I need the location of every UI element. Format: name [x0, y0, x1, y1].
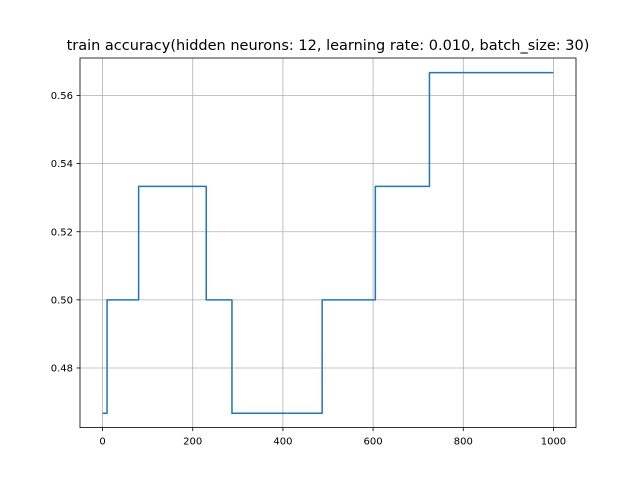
x-tick-label: 200 — [183, 437, 202, 448]
grid — [80, 58, 576, 428]
plot-frame — [79, 57, 577, 429]
y-tick-label: 0.48 — [51, 364, 73, 375]
x-tick-label: 1000 — [541, 437, 566, 448]
y-tick-label: 0.50 — [51, 295, 73, 306]
y-tick-label: 0.56 — [51, 91, 73, 102]
series-line — [102, 71, 554, 415]
x-tick-label: 400 — [273, 437, 292, 448]
ticks: 0 200 400 600 800 1000 0.48 0.50 0.52 0.54 0.56 — [51, 91, 566, 448]
x-tick-label: 0 — [99, 437, 105, 448]
y-tick-label: 0.54 — [51, 159, 73, 170]
x-tick-label: 600 — [364, 437, 383, 448]
chart-title: train accuracy(hidden neurons: 12, learn… — [67, 38, 590, 54]
series-layer — [102, 71, 554, 415]
y-tick-label: 0.52 — [51, 227, 73, 238]
x-tick-label: 800 — [454, 437, 473, 448]
